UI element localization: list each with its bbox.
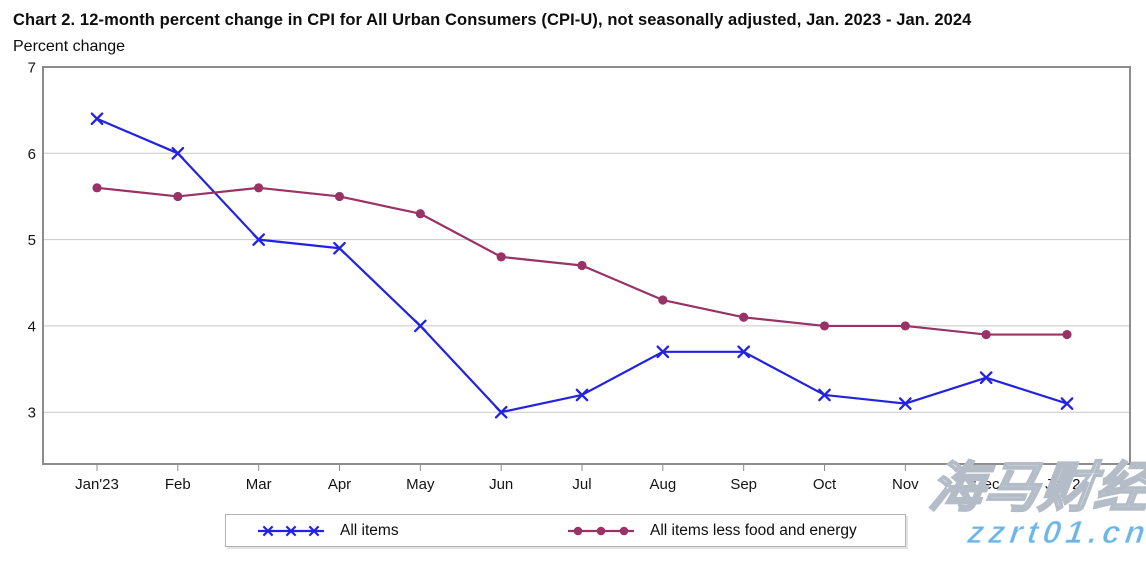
y-axis-tick-labels: 3 4 5 6 7 [28,60,36,422]
y-axis-unit-label: Percent change [13,38,126,55]
x-tick-label: Nov [892,476,919,493]
y-tick-label: 3 [28,405,36,422]
y-tick-label: 5 [28,232,36,249]
legend-item-core: All items less food and energy [566,515,857,546]
chart-title: Chart 2. 12-month percent change in CPI … [13,11,972,29]
x-tick-label: Mar [246,476,272,493]
plot-border [42,66,1131,465]
legend-item-all-items: All items [256,515,399,546]
all-items-line-swatch [258,525,324,536]
series-all-items [90,112,1074,419]
y-tick-label: 7 [28,60,36,77]
x-tick-label: Apr [328,476,351,493]
y-tick-label: 6 [28,146,36,163]
x-tick-label: Oct [813,476,837,493]
x-tick-label: Aug [649,476,676,493]
chart-legend: All items All items less food and energy [225,514,906,547]
x-tick-label: Dec [973,476,1000,493]
legend-label-core: All items less food and energy [650,521,857,539]
gridlines [44,152,1129,413]
x-tick-label: May [406,476,435,493]
series-core [92,183,1072,340]
core-line-swatch [568,526,634,535]
x-tick-label: Jan'23 [75,476,119,493]
legend-label-all-items: All items [340,521,399,539]
x-tick-label: Feb [165,476,191,493]
y-tick-label: 4 [28,318,36,335]
x-tick-label: Jan'24 [1045,476,1089,493]
x-tick-label: Jun [489,476,513,493]
x-tick-label: Sep [730,476,757,493]
x-tick-label: Jul [572,476,591,493]
x-axis: Jan'23 Feb Mar Apr May Jun Jul Aug Sep Oct Nov Dec J… [75,465,1089,493]
